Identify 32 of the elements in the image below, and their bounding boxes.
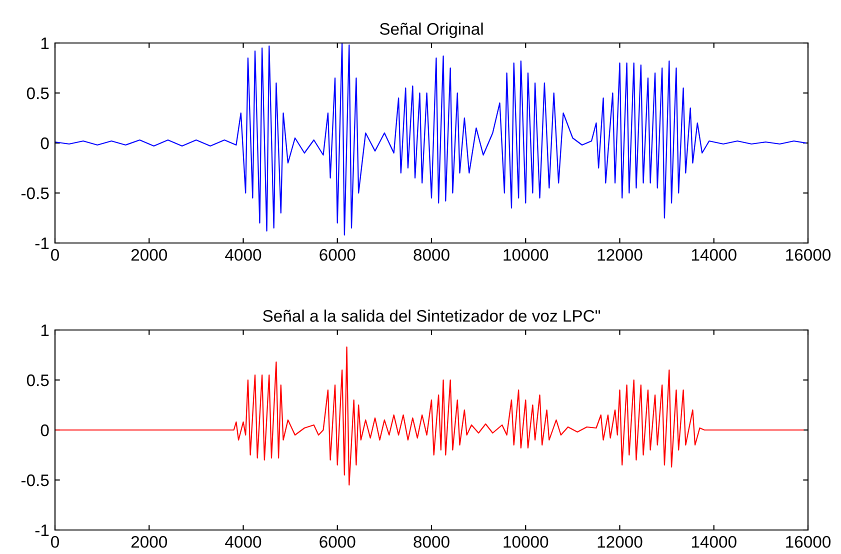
- line-series: [55, 346, 804, 486]
- x-tick-label: 4000: [225, 536, 262, 548]
- x-tick-label: 16000: [786, 536, 831, 548]
- x-tick-label: 6000: [320, 536, 356, 548]
- y-tick-label: -0.5: [21, 474, 49, 486]
- y-tick-label: 1: [41, 324, 49, 336]
- x-tick-label: 8000: [414, 536, 450, 548]
- y-tick-label: -1: [35, 238, 49, 250]
- x-tick-label: 10000: [504, 248, 548, 261]
- x-tick-label: 2000: [131, 536, 168, 548]
- x-tick-label: 14000: [692, 248, 736, 261]
- x-tick-label: 0: [51, 536, 59, 548]
- y-tick-label: 0.5: [26, 87, 49, 100]
- x-tick-label: 4000: [225, 248, 262, 261]
- y-tick-label: -1: [35, 524, 49, 536]
- x-tick-label: 2000: [131, 248, 168, 261]
- y-tick-label: 0: [40, 137, 49, 150]
- x-tick-label: 6000: [320, 248, 356, 261]
- x-tick-label: 16000: [786, 248, 831, 261]
- chart-title: Señal a la salida del Sintetizador de voz LPC": [263, 310, 600, 322]
- x-tick-label: 10000: [504, 536, 548, 548]
- line-series: [55, 43, 806, 236]
- x-tick-label: 8000: [414, 248, 450, 261]
- x-tick-label: 14000: [692, 536, 736, 548]
- y-tick-label: -0.5: [21, 187, 49, 200]
- chart-title: Señal Original: [380, 22, 483, 38]
- x-tick-label: 12000: [598, 536, 642, 548]
- x-tick-label: 0: [51, 248, 59, 261]
- x-tick-label: 12000: [598, 248, 642, 261]
- y-tick-label: 0.5: [26, 374, 49, 386]
- y-tick-label: 1: [41, 38, 49, 50]
- y-tick-label: 0: [40, 424, 49, 436]
